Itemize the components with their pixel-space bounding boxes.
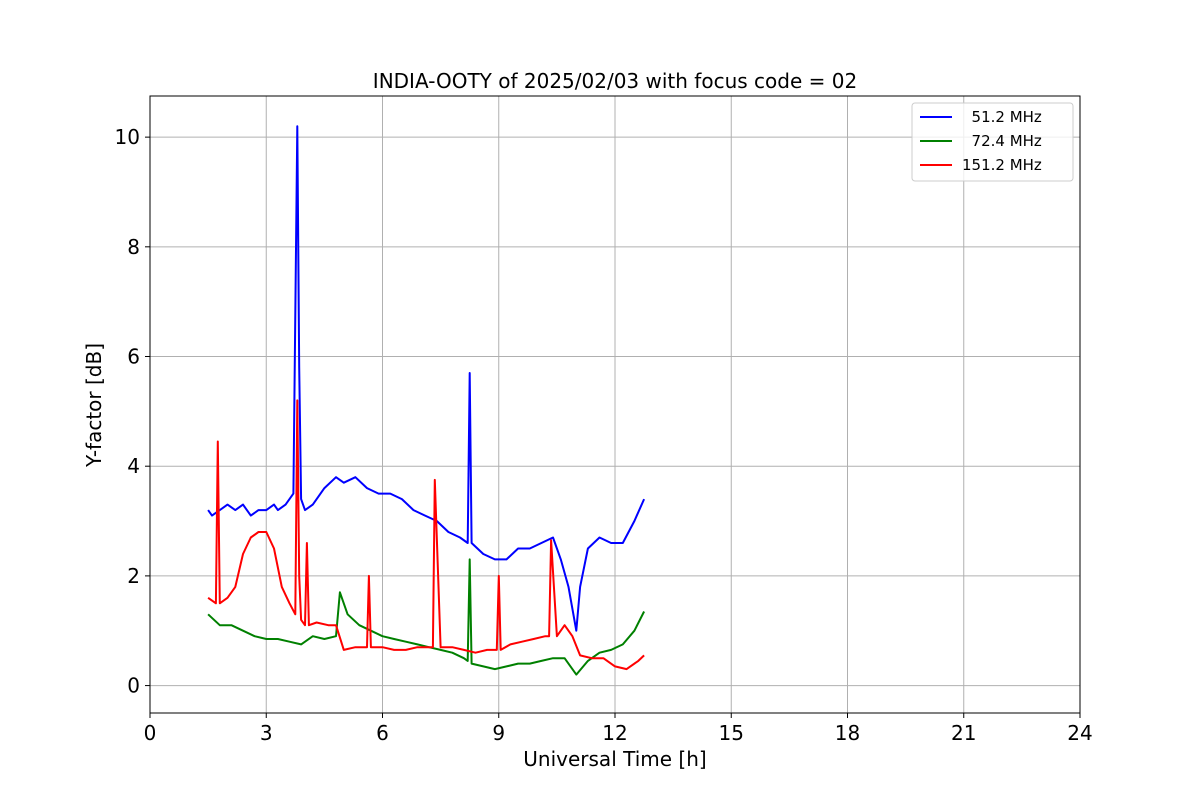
series-group [207,125,646,676]
x-tick-label: 9 [492,721,505,745]
x-tick-label: 21 [951,721,976,745]
x-tick-label: 12 [602,721,627,745]
legend-label: 51.2 MHz [962,108,1042,126]
x-tick-label: 0 [144,721,157,745]
series-line-2 [207,558,645,676]
x-tick-label: 3 [260,721,273,745]
y-tick-label: 4 [127,454,140,478]
y-tick-label: 8 [127,235,140,259]
y-tick-label: 10 [115,125,140,149]
chart-title: INDIA-OOTY of 2025/02/03 with focus code… [373,69,857,93]
y-tick-label: 6 [127,345,140,369]
legend-label: 72.4 MHz [962,132,1042,150]
y-tick-label: 2 [127,564,140,588]
series-line-1 [207,125,646,632]
y-axis-label: Y-factor [dB] [82,343,106,468]
x-tick-label: 24 [1067,721,1092,745]
y-tick-label: 0 [127,674,140,698]
x-tick-label: 6 [376,721,389,745]
legend-box [911,102,1074,182]
x-axis-label: Universal Time [h] [523,747,706,771]
x-tick-label: 15 [719,721,744,745]
legend: 51.2 MHz 72.4 MHz 151.2 MHz [911,102,1074,182]
x-tick-label: 18 [835,721,860,745]
legend-label: 151.2 MHz [962,156,1042,174]
series-line-3 [207,399,645,671]
